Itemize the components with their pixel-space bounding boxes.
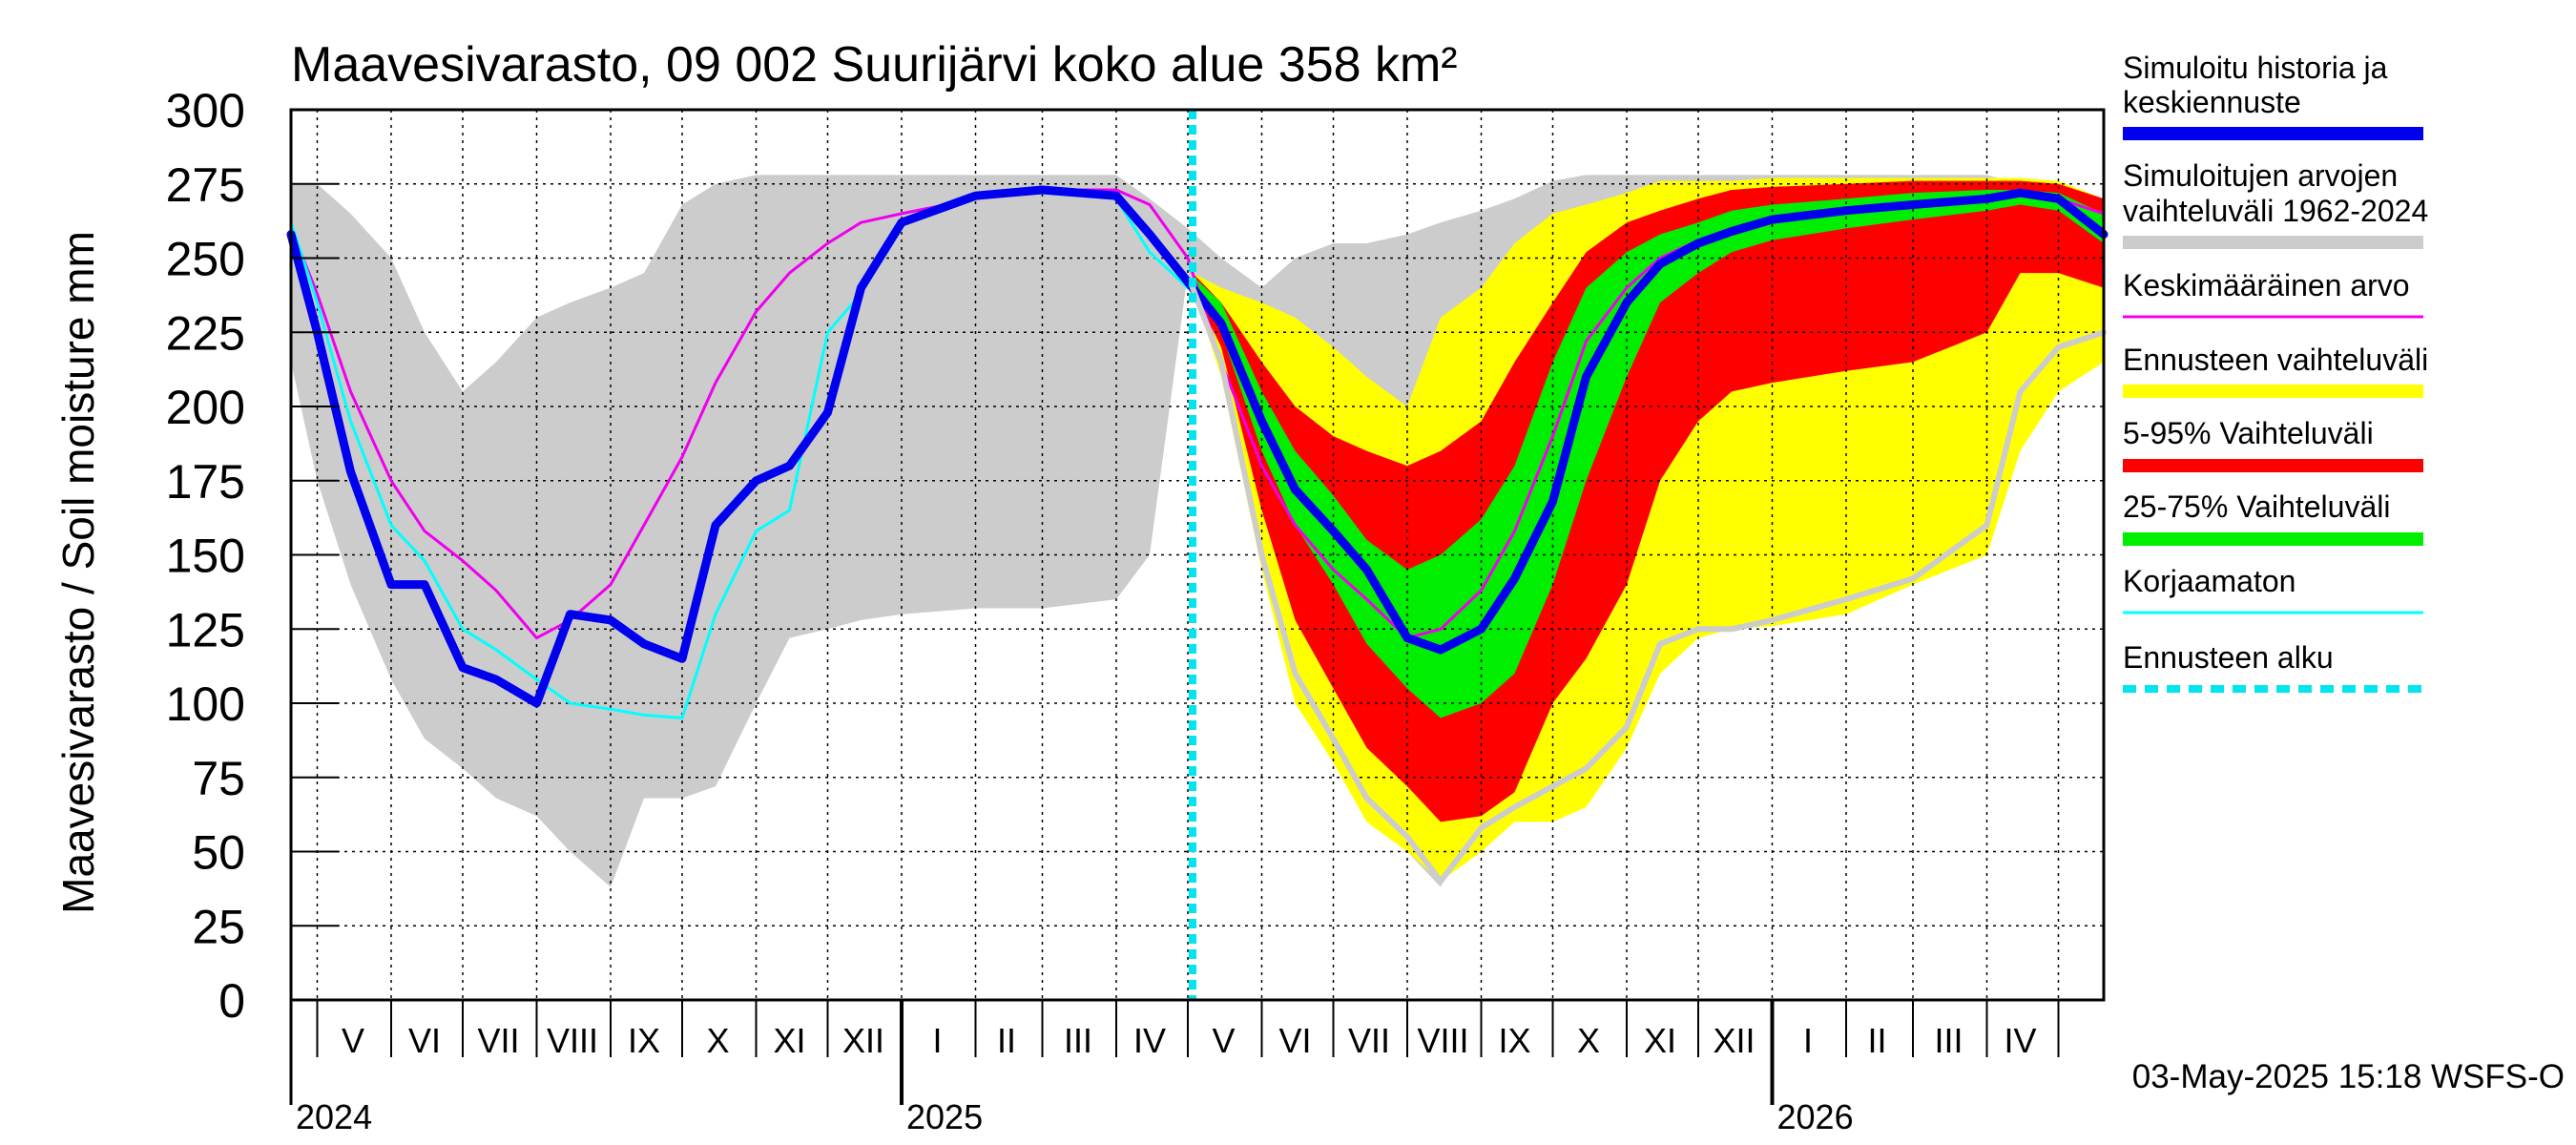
legend-label-1: Simuloitujen arvojen [2123,158,2398,193]
y-tick-label-12: 300 [166,84,245,137]
x-axis: V VI VII VIII IX X XI XII I II III IV V VI VII VIII IX X X… [296,1000,2060,1136]
chart-title: Maavesivarasto, 09 002 Suurijärvi koko a… [291,37,1458,93]
month-label-19: XII [1713,1021,1755,1060]
month-label-13: VI [1278,1021,1311,1060]
y-tick-label-6: 150 [166,530,245,583]
y-tick-label-11: 275 [166,158,245,212]
legend-label-6: Korjaamaton [2123,564,2296,598]
month-label-9: II [997,1021,1016,1060]
y-tick-label-2: 50 [192,826,245,880]
month-label-4: IX [628,1021,660,1060]
month-label-21: II [1867,1021,1886,1060]
month-label-1: VI [408,1021,441,1060]
year-label-1: 2025 [906,1097,983,1136]
series-lines [286,110,2109,1000]
month-label-8: I [932,1021,942,1060]
year-label-2: 2026 [1777,1097,1854,1136]
month-label-15: VIII [1417,1021,1468,1060]
legend-label-7: Ennusteen alku [2123,640,2334,675]
legend-label-0: Simuloitu historia ja [2123,51,2388,85]
month-label-20: I [1803,1021,1813,1060]
month-label-11: IV [1133,1021,1166,1060]
y-tick-label-0: 0 [218,974,245,1028]
series-line-2 [286,185,2109,708]
y-axis: 0 25 50 75 100 125 150 175 200 225 250 275 300 [166,84,339,1028]
y-tick-label-4: 100 [166,677,245,731]
month-label-12: V [1212,1021,1235,1060]
month-label-22: III [1934,1021,1963,1060]
timestamp: 03-May-2025 15:18 WSFS-O [2132,1058,2565,1095]
y-tick-label-8: 200 [166,381,245,434]
grid-lines [291,110,2104,1000]
range-bands [291,175,2104,887]
legend-label-3: Ennusteen vaihteluväli [2123,343,2428,377]
month-label-10: III [1064,1021,1092,1060]
month-label-17: X [1577,1021,1600,1060]
month-label-6: XI [773,1021,805,1060]
y-tick-label-7: 175 [166,455,245,509]
month-label-7: XII [842,1021,884,1060]
month-label-14: VII [1348,1021,1390,1060]
month-label-5: X [706,1021,729,1060]
band-3 [1193,190,2104,718]
legend-label-1-b: vaihteluväli 1962-2024 [2123,194,2428,228]
y-tick-label-10: 250 [166,233,245,286]
series-line-3 [1190,284,2107,885]
y-tick-label-9: 225 [166,306,245,360]
y-axis-label: Maavesivarasto / Soil moisture mm [53,231,103,914]
year-label-0: 2024 [296,1097,372,1136]
month-label-2: VII [477,1021,519,1060]
y-tick-label-5: 125 [166,603,245,656]
y-tick-label-3: 75 [192,752,245,805]
legend-label-5: 25-75% Vaihteluväli [2123,489,2390,524]
y-tick-label-1: 25 [192,900,245,953]
month-label-23: IV [2004,1021,2036,1060]
month-label-0: V [342,1021,364,1060]
month-label-18: XI [1644,1021,1676,1060]
legend-label-2: Keskimääräinen arvo [2123,268,2410,302]
legend-label-4: 5-95% Vaihteluväli [2123,416,2374,450]
month-label-16: IX [1498,1021,1530,1060]
legend-label-0-b: keskiennuste [2123,85,2301,119]
month-label-3: VIII [547,1021,598,1060]
